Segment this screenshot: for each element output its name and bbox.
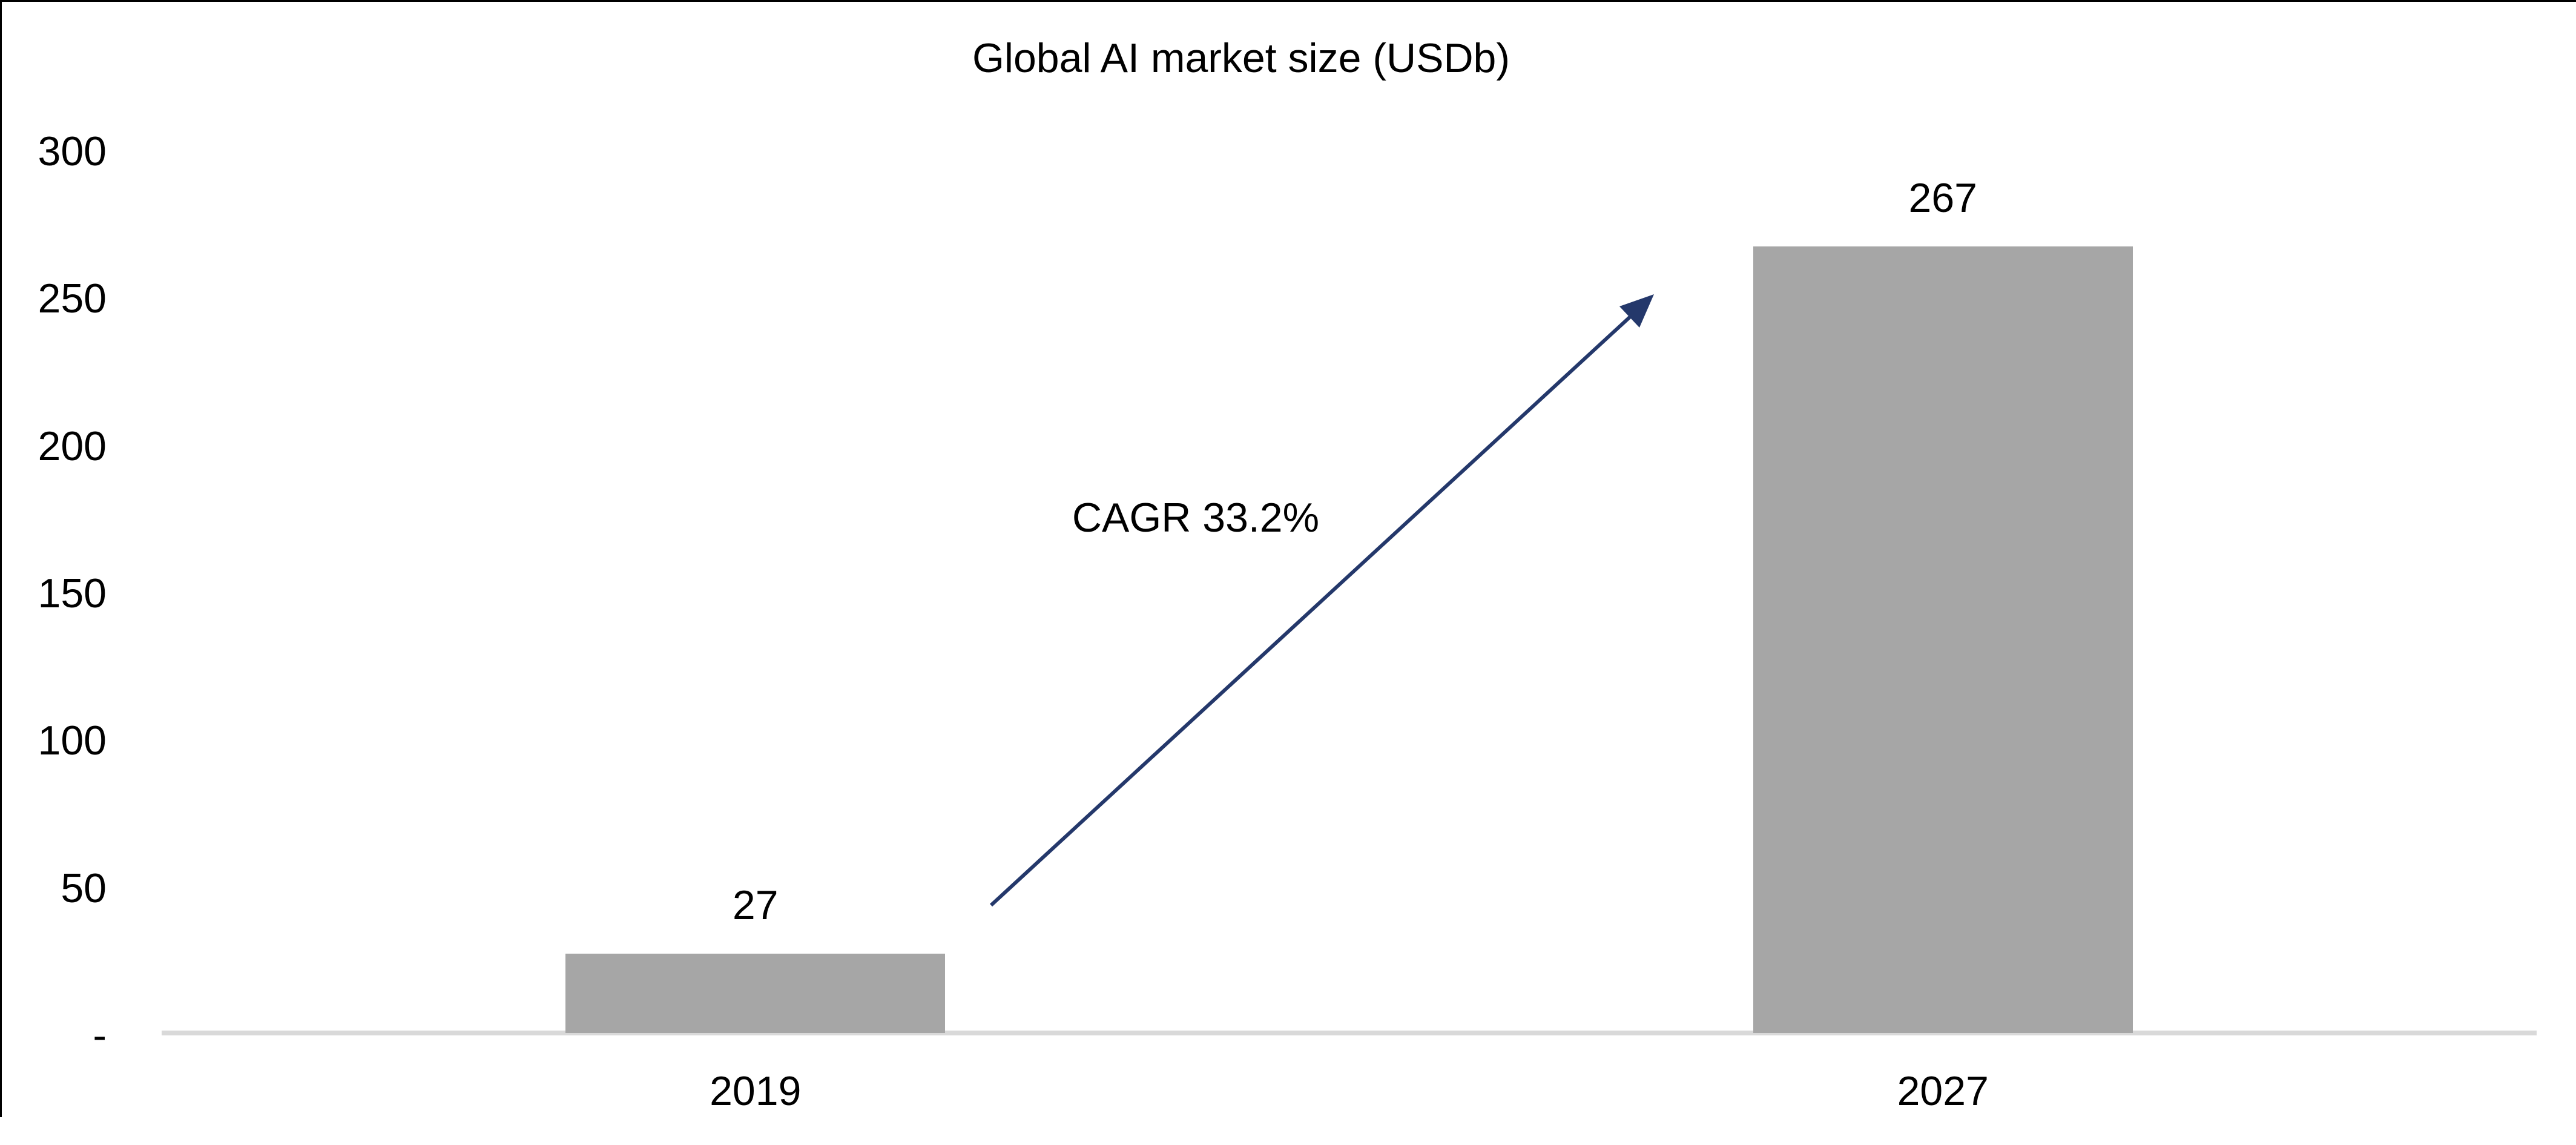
- chart-title: Global AI market size (USDb): [972, 35, 1510, 81]
- frame-border-top: [0, 0, 2576, 2]
- bar-value-label-2027: 267: [1908, 175, 1977, 221]
- y-tick-label-100: 100: [38, 718, 107, 764]
- x-tick-label-2019: 2019: [710, 1068, 802, 1114]
- x-axis-line: [162, 1031, 2537, 1035]
- bar-2019: [565, 954, 946, 1033]
- bar-2027: [1753, 246, 2133, 1033]
- growth-arrow-shaft: [989, 314, 1633, 907]
- y-tick-label-300: 300: [38, 128, 107, 174]
- growth-arrow-head: [1619, 294, 1654, 328]
- y-tick-label-150: 150: [38, 570, 107, 616]
- y-tick-label-0: -: [93, 1012, 107, 1058]
- bar-value-label-2019: 27: [732, 882, 779, 928]
- y-tick-label-250: 250: [38, 276, 107, 322]
- y-tick-label-50: 50: [61, 865, 107, 911]
- x-tick-label-2027: 2027: [1897, 1068, 1989, 1114]
- frame-border-left: [0, 0, 2, 1117]
- cagr-annotation: CAGR 33.2%: [1072, 495, 1320, 541]
- y-tick-label-200: 200: [38, 423, 107, 469]
